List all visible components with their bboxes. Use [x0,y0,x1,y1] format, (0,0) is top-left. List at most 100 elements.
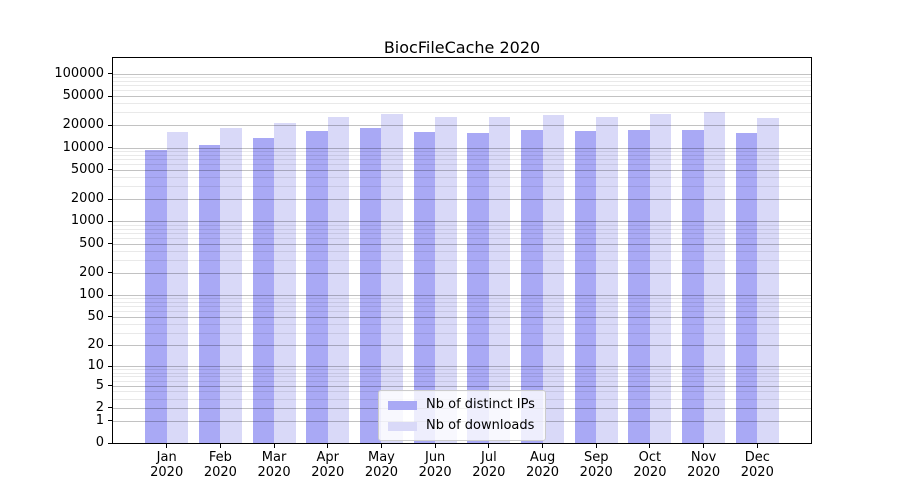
bar-downloads-mar [274,122,296,443]
bar-distinct-ips-feb [198,145,221,443]
y-tick-mark [108,95,112,97]
x-tick-label: Jan 2020 [150,450,184,480]
y-tick-label: 5000 [70,161,104,177]
gridline-minor [113,77,811,79]
gridline-major [113,243,811,245]
y-tick-label: 100 [79,287,104,303]
gridline-minor [113,302,811,304]
y-tick-mark [108,316,112,318]
bar-distinct-ips-apr [306,130,328,443]
y-tick-mark [108,198,112,200]
y-tick-label: 50 [87,308,104,324]
gridline-minor [113,380,811,382]
bar-downloads-jun [435,117,457,443]
y-tick-label: 10 [87,358,104,374]
y-tick-label: 1 [95,412,104,428]
bar-distinct-ips-dec [735,132,758,443]
x-tick-mark [488,443,490,448]
gridline-minor [113,323,811,325]
y-tick-mark [108,169,112,171]
bar-distinct-ips-nov [682,129,704,443]
legend-label-distinct-ips: Nb of distinct IPs [426,397,535,412]
y-tick-mark [108,344,112,346]
legend-label-downloads: Nb of downloads [426,418,535,433]
x-tick-mark [703,443,705,448]
gridline-minor [113,376,811,378]
gridline-minor [113,332,811,334]
y-tick-mark [108,294,112,296]
gridline-minor [113,311,811,313]
gridline-minor [113,369,811,371]
bar-downloads-may [381,113,403,443]
y-tick-mark [108,420,112,422]
bar-downloads-feb [220,128,242,443]
x-tick-mark [756,443,758,448]
bar-downloads-jul [488,116,511,443]
gridline-major [113,221,811,223]
gridline-major [113,366,811,368]
chart-title: BiocFileCache 2020 [383,38,541,57]
y-tick-label: 1000 [70,213,104,229]
x-tick-mark [595,443,597,448]
legend: Nb of distinct IPs Nb of downloads [378,390,546,441]
gridlines-layer [113,58,811,443]
x-tick-mark [434,443,436,448]
x-tick-mark [380,443,382,448]
gridline-minor [113,90,811,92]
x-tick-label: Feb 2020 [203,450,237,480]
gridline-major [113,125,811,127]
gridline-minor [113,306,811,308]
gridline-minor [113,103,811,105]
bar-distinct-ips-may [359,128,382,443]
x-tick-label: Dec 2020 [740,450,774,480]
x-tick-label: Mar 2020 [257,450,291,480]
y-tick-mark [108,365,112,367]
bar-downloads-apr [327,117,350,443]
y-tick-label: 500 [79,235,104,251]
bar-downloads-oct [649,113,672,443]
gridline-major [113,169,811,171]
gridline-minor [113,81,811,83]
bar-downloads-aug [542,115,565,443]
gridline-minor [113,85,811,87]
x-tick-label: Apr 2020 [311,450,345,480]
x-tick-label: Jun 2020 [418,450,452,480]
x-tick-label: Aug 2020 [525,450,560,480]
gridline-major [113,96,811,98]
bar-downloads-nov [703,112,726,443]
bar-distinct-ips-jun [413,131,436,443]
x-tick-mark [327,443,329,448]
bar-distinct-ips-aug [521,130,543,443]
y-tick-label: 200 [79,264,104,280]
legend-item-distinct-ips: Nb of distinct IPs [388,397,535,413]
x-tick-mark [542,443,544,448]
y-tick-label: 20 [87,337,104,353]
gridline-minor [113,237,811,239]
bar-downloads-sep [596,116,618,443]
y-tick-label: 0 [95,435,104,450]
gridline-major [113,345,811,347]
x-tick-label: Oct 2020 [633,450,667,480]
y-tick-mark [108,124,112,126]
gridline-major [113,385,811,387]
gridline-minor [113,298,811,300]
gridline-major [113,147,811,149]
gridline-major [113,295,811,297]
gridline-minor [113,224,811,226]
gridline-minor [113,186,811,188]
y-tick-label: 2000 [70,191,104,207]
gridline-minor [113,250,811,252]
y-tick-mark [108,407,112,409]
bar-distinct-ips-sep [574,131,597,443]
gridline-minor [113,151,811,153]
y-tick-mark [108,442,112,444]
plot-area: Nb of distinct IPs Nb of downloads [112,57,812,444]
bar-distinct-ips-jan [145,149,167,443]
gridline-major [113,272,811,274]
gridline-major [113,73,811,75]
x-tick-mark [649,443,651,448]
x-tick-label: Nov 2020 [687,450,721,480]
gridline-minor [113,260,811,261]
gridline-minor [113,177,811,179]
